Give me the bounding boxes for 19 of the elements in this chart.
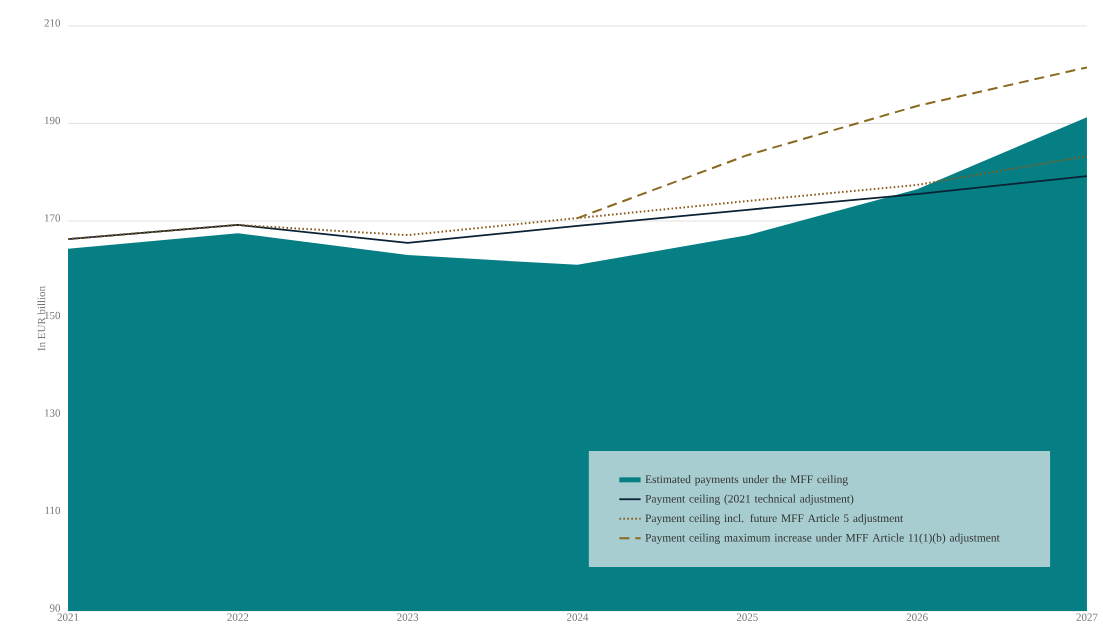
y-tick-label: 130	[45, 409, 61, 417]
x-tick-label: 2024	[567, 613, 589, 621]
legend-label: Payment ceiling maximum increase under MFF Article 11(1)(b) adjustment	[645, 533, 1000, 544]
x-tick-label: 2022	[227, 613, 249, 621]
y-tick-label: 190	[45, 116, 61, 125]
x-tick-label: 2023	[397, 613, 419, 621]
y-tick-label: 90	[49, 604, 61, 612]
legend-label: Estimated payments under the MFF ceiling	[645, 475, 848, 486]
y-axis-title: In EUR billion	[37, 286, 46, 351]
x-tick-label: 2025	[736, 613, 758, 621]
y-tick-label: 150	[45, 311, 61, 320]
y-tick-label: 210	[44, 19, 61, 27]
y-tick-label: 110	[45, 506, 61, 515]
x-tick-label: 2021	[57, 613, 79, 621]
x-tick-label: 2027	[1076, 613, 1098, 621]
x-tick-label: 2026	[906, 613, 928, 621]
legend-label: Payment ceiling (2021 technical adjustment)	[645, 494, 854, 505]
y-tick-label: 170	[45, 214, 61, 222]
legend-label: Payment ceiling incl. future MFF Article 5 adjustment	[645, 513, 904, 525]
